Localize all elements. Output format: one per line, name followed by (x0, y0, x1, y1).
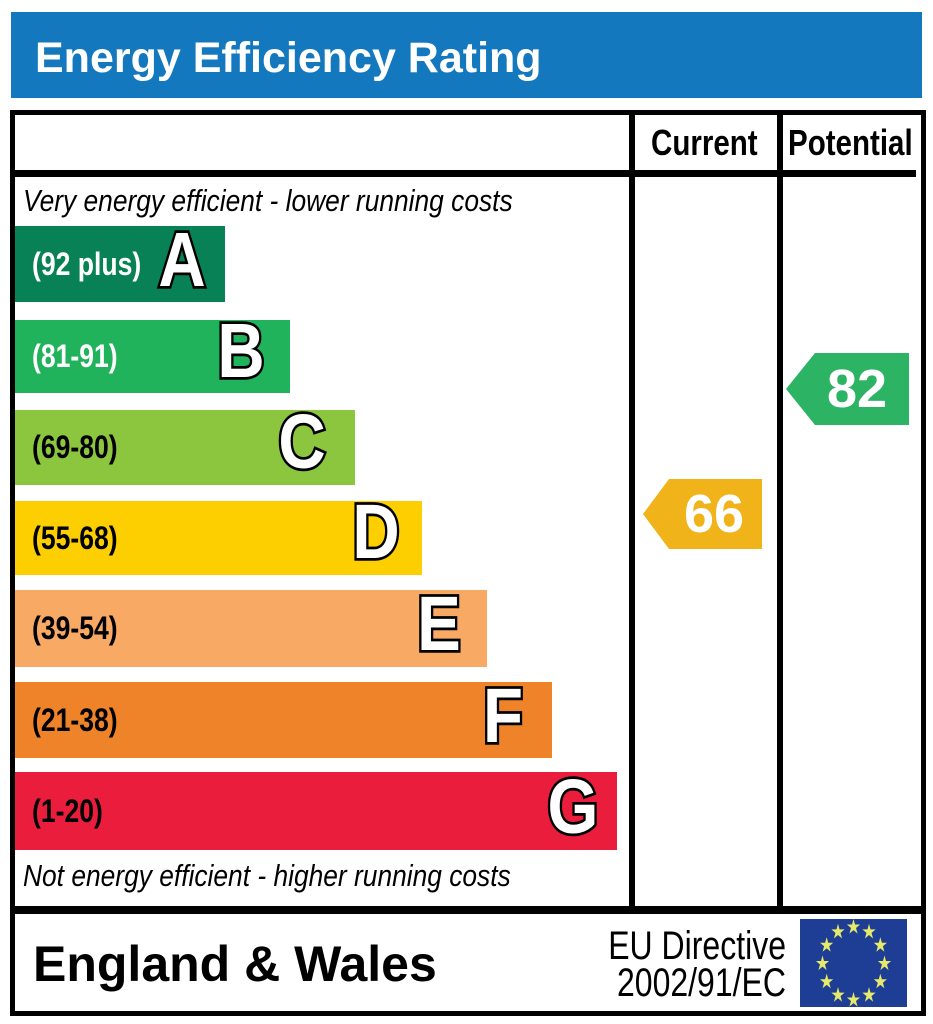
svg-text:66: 66 (684, 484, 744, 544)
svg-text:F: F (483, 673, 523, 759)
svg-text:D: D (352, 489, 399, 575)
svg-text:82: 82 (827, 359, 887, 419)
svg-text:C: C (278, 399, 325, 485)
svg-text:B: B (217, 308, 264, 394)
svg-text:G: G (548, 764, 599, 850)
svg-text:E: E (417, 581, 461, 667)
svg-text:A: A (158, 217, 205, 303)
